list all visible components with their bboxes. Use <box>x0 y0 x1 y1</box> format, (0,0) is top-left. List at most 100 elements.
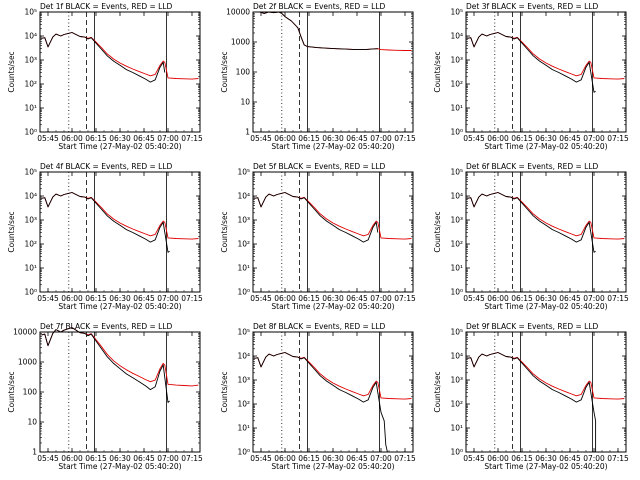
y-axis-label: Counts/sec <box>220 51 229 92</box>
y-axis-label: Counts/sec <box>220 371 229 412</box>
chart-title: Det 3f BLACK = Events, RED = LLD <box>466 2 599 11</box>
y-tick-label: 10⁴ <box>24 192 37 201</box>
x-tick-label: 07:15 <box>394 134 416 143</box>
plot-frame <box>252 331 414 453</box>
y-tick-label: 10⁵ <box>450 328 463 337</box>
chart-title: Det 5f BLACK = Events, RED = LLD <box>253 162 386 171</box>
series-line-events <box>254 192 379 243</box>
y-tick-label: 1000 <box>231 38 250 47</box>
y-tick-label: 10⁰ <box>450 448 463 457</box>
series-line-lld <box>41 327 199 387</box>
x-tick-label: 06:15 <box>511 134 533 143</box>
x-tick-label: 05:45 <box>463 134 485 143</box>
chart-title: Det 8f BLACK = Events, RED = LLD <box>253 322 386 331</box>
y-tick-label: 10² <box>237 240 250 249</box>
chart-title: Det 1f BLACK = Events, RED = LLD <box>40 2 173 11</box>
chart-title: Det 4f BLACK = Events, RED = LLD <box>40 162 173 171</box>
series-line-lld <box>467 352 625 400</box>
y-axis-label: Counts/sec <box>7 211 16 252</box>
x-tick-label: 06:45 <box>346 454 368 463</box>
x-tick-label: 05:45 <box>37 294 59 303</box>
series-line-events <box>254 11 378 51</box>
y-tick-label: 10⁵ <box>237 328 250 337</box>
y-tick-label: 1 <box>32 448 37 457</box>
x-tick-label: 07:00 <box>583 294 605 303</box>
x-tick-label: 06:45 <box>559 454 581 463</box>
x-tick-label: 06:00 <box>61 454 83 463</box>
x-tick-label: 05:45 <box>250 134 272 143</box>
y-tick-label: 10² <box>450 400 463 409</box>
y-axis-label: Counts/sec <box>433 371 442 412</box>
x-tick-label: 06:00 <box>487 134 509 143</box>
x-tick-label: 06:45 <box>346 134 368 143</box>
x-tick-label: 06:00 <box>61 134 83 143</box>
x-tick-label: 06:30 <box>322 294 344 303</box>
x-tick-label: 07:15 <box>607 454 629 463</box>
y-tick-label: 10⁴ <box>450 352 463 361</box>
y-tick-label: 10⁵ <box>24 168 37 177</box>
plot-frame <box>465 11 627 133</box>
y-tick-label: 10³ <box>24 56 37 65</box>
plot-frame <box>252 171 414 293</box>
chart-title: Det 9f BLACK = Events, RED = LLD <box>466 322 599 331</box>
y-tick-label: 10⁰ <box>237 448 250 457</box>
x-tick-label: 06:15 <box>511 294 533 303</box>
x-tick-label: 06:15 <box>85 454 107 463</box>
x-tick-label: 06:00 <box>487 454 509 463</box>
y-tick-label: 10⁴ <box>237 192 250 201</box>
y-tick-label: 1 <box>245 128 250 137</box>
x-axis-label: Start Time (27-May-02 05:40:20) <box>271 142 394 151</box>
chart-panel-4: Det 4f BLACK = Events, RED = LLD 10⁰ 10¹ 10… <box>7 162 203 311</box>
plot-frame <box>39 11 201 133</box>
series-line-lld <box>467 192 625 240</box>
y-tick-label: 10⁰ <box>24 288 37 297</box>
y-tick-label: 10³ <box>237 376 250 385</box>
x-tick-label: 06:00 <box>61 294 83 303</box>
series-line-lld <box>254 11 412 51</box>
series-line-lld <box>254 352 412 400</box>
x-tick-label: 07:15 <box>607 294 629 303</box>
x-tick-label: 05:45 <box>37 454 59 463</box>
x-tick-label: 07:15 <box>394 294 416 303</box>
y-tick-label: 10³ <box>237 216 250 225</box>
series-line-events <box>467 32 596 93</box>
y-tick-label: 10¹ <box>450 424 463 433</box>
x-tick-label: 06:30 <box>109 454 131 463</box>
y-tick-label: 10¹ <box>24 104 37 113</box>
x-tick-label: 07:15 <box>181 454 203 463</box>
x-tick-label: 07:00 <box>370 294 392 303</box>
x-tick-label: 06:45 <box>559 134 581 143</box>
x-tick-label: 07:15 <box>181 134 203 143</box>
y-tick-label: 10000 <box>13 328 37 337</box>
x-axis-label: Start Time (27-May-02 05:40:20) <box>58 302 181 311</box>
y-tick-label: 10¹ <box>450 104 463 113</box>
y-tick-label: 10⁰ <box>450 128 463 137</box>
x-tick-label: 06:00 <box>274 134 296 143</box>
plot-frame <box>465 171 627 293</box>
series-line-events <box>41 32 166 83</box>
x-axis-label: Start Time (27-May-02 05:40:20) <box>271 462 394 471</box>
y-tick-label: 10¹ <box>24 264 37 273</box>
y-tick-label: 1000 <box>18 358 37 367</box>
x-tick-label: 06:15 <box>85 134 107 143</box>
y-tick-label: 10⁵ <box>450 8 463 17</box>
x-tick-label: 05:45 <box>463 294 485 303</box>
series-line-events <box>467 192 596 253</box>
plot-frame <box>39 171 201 293</box>
x-tick-label: 06:15 <box>298 294 320 303</box>
x-tick-label: 05:45 <box>250 454 272 463</box>
x-tick-label: 06:15 <box>85 294 107 303</box>
chart-panel-2: Det 2f BLACK = Events, RED = LLD 1 10 100 10… <box>220 2 416 151</box>
chart-title: Det 7f BLACK = Events, RED = LLD <box>40 322 173 331</box>
y-tick-label: 10³ <box>24 216 37 225</box>
x-tick-label: 07:00 <box>583 134 605 143</box>
x-tick-label: 07:15 <box>181 294 203 303</box>
x-tick-label: 07:00 <box>370 454 392 463</box>
chart-panel-7: Det 7f BLACK = Events, RED = LLD 1 10 100 10… <box>7 322 203 471</box>
y-tick-label: 10⁰ <box>450 288 463 297</box>
y-axis-label: Counts/sec <box>7 371 16 412</box>
y-tick-label: 10¹ <box>237 264 250 273</box>
y-tick-label: 10⁴ <box>237 352 250 361</box>
y-axis-label: Counts/sec <box>220 211 229 252</box>
